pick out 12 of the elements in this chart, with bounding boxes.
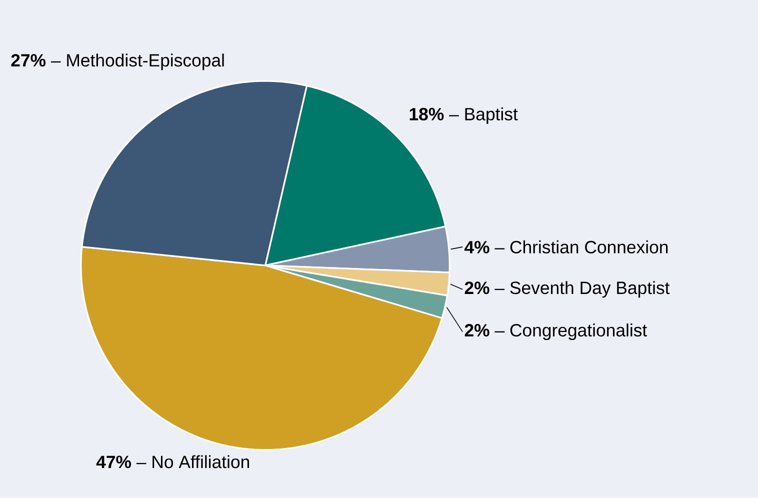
- data-label: 47% –: [96, 456, 146, 468]
- data-label: 2% –: [464, 324, 505, 337]
- data-label: 2% –: [464, 282, 505, 294]
- slice-label: Christian Connexion: [510, 240, 668, 254]
- slice-label: Methodist-Episcopal: [67, 54, 224, 70]
- slice-label: Congregationalist: [510, 324, 647, 340]
- slice-label: Seventh Day Baptist: [510, 281, 670, 298]
- slice-label: Baptist: [465, 108, 518, 124]
- data-label: 4% –: [464, 241, 505, 254]
- data-label: 18% –: [410, 108, 459, 121]
- slice-label: No Affiliation: [152, 455, 249, 468]
- data-label: 27% –: [11, 54, 61, 67]
